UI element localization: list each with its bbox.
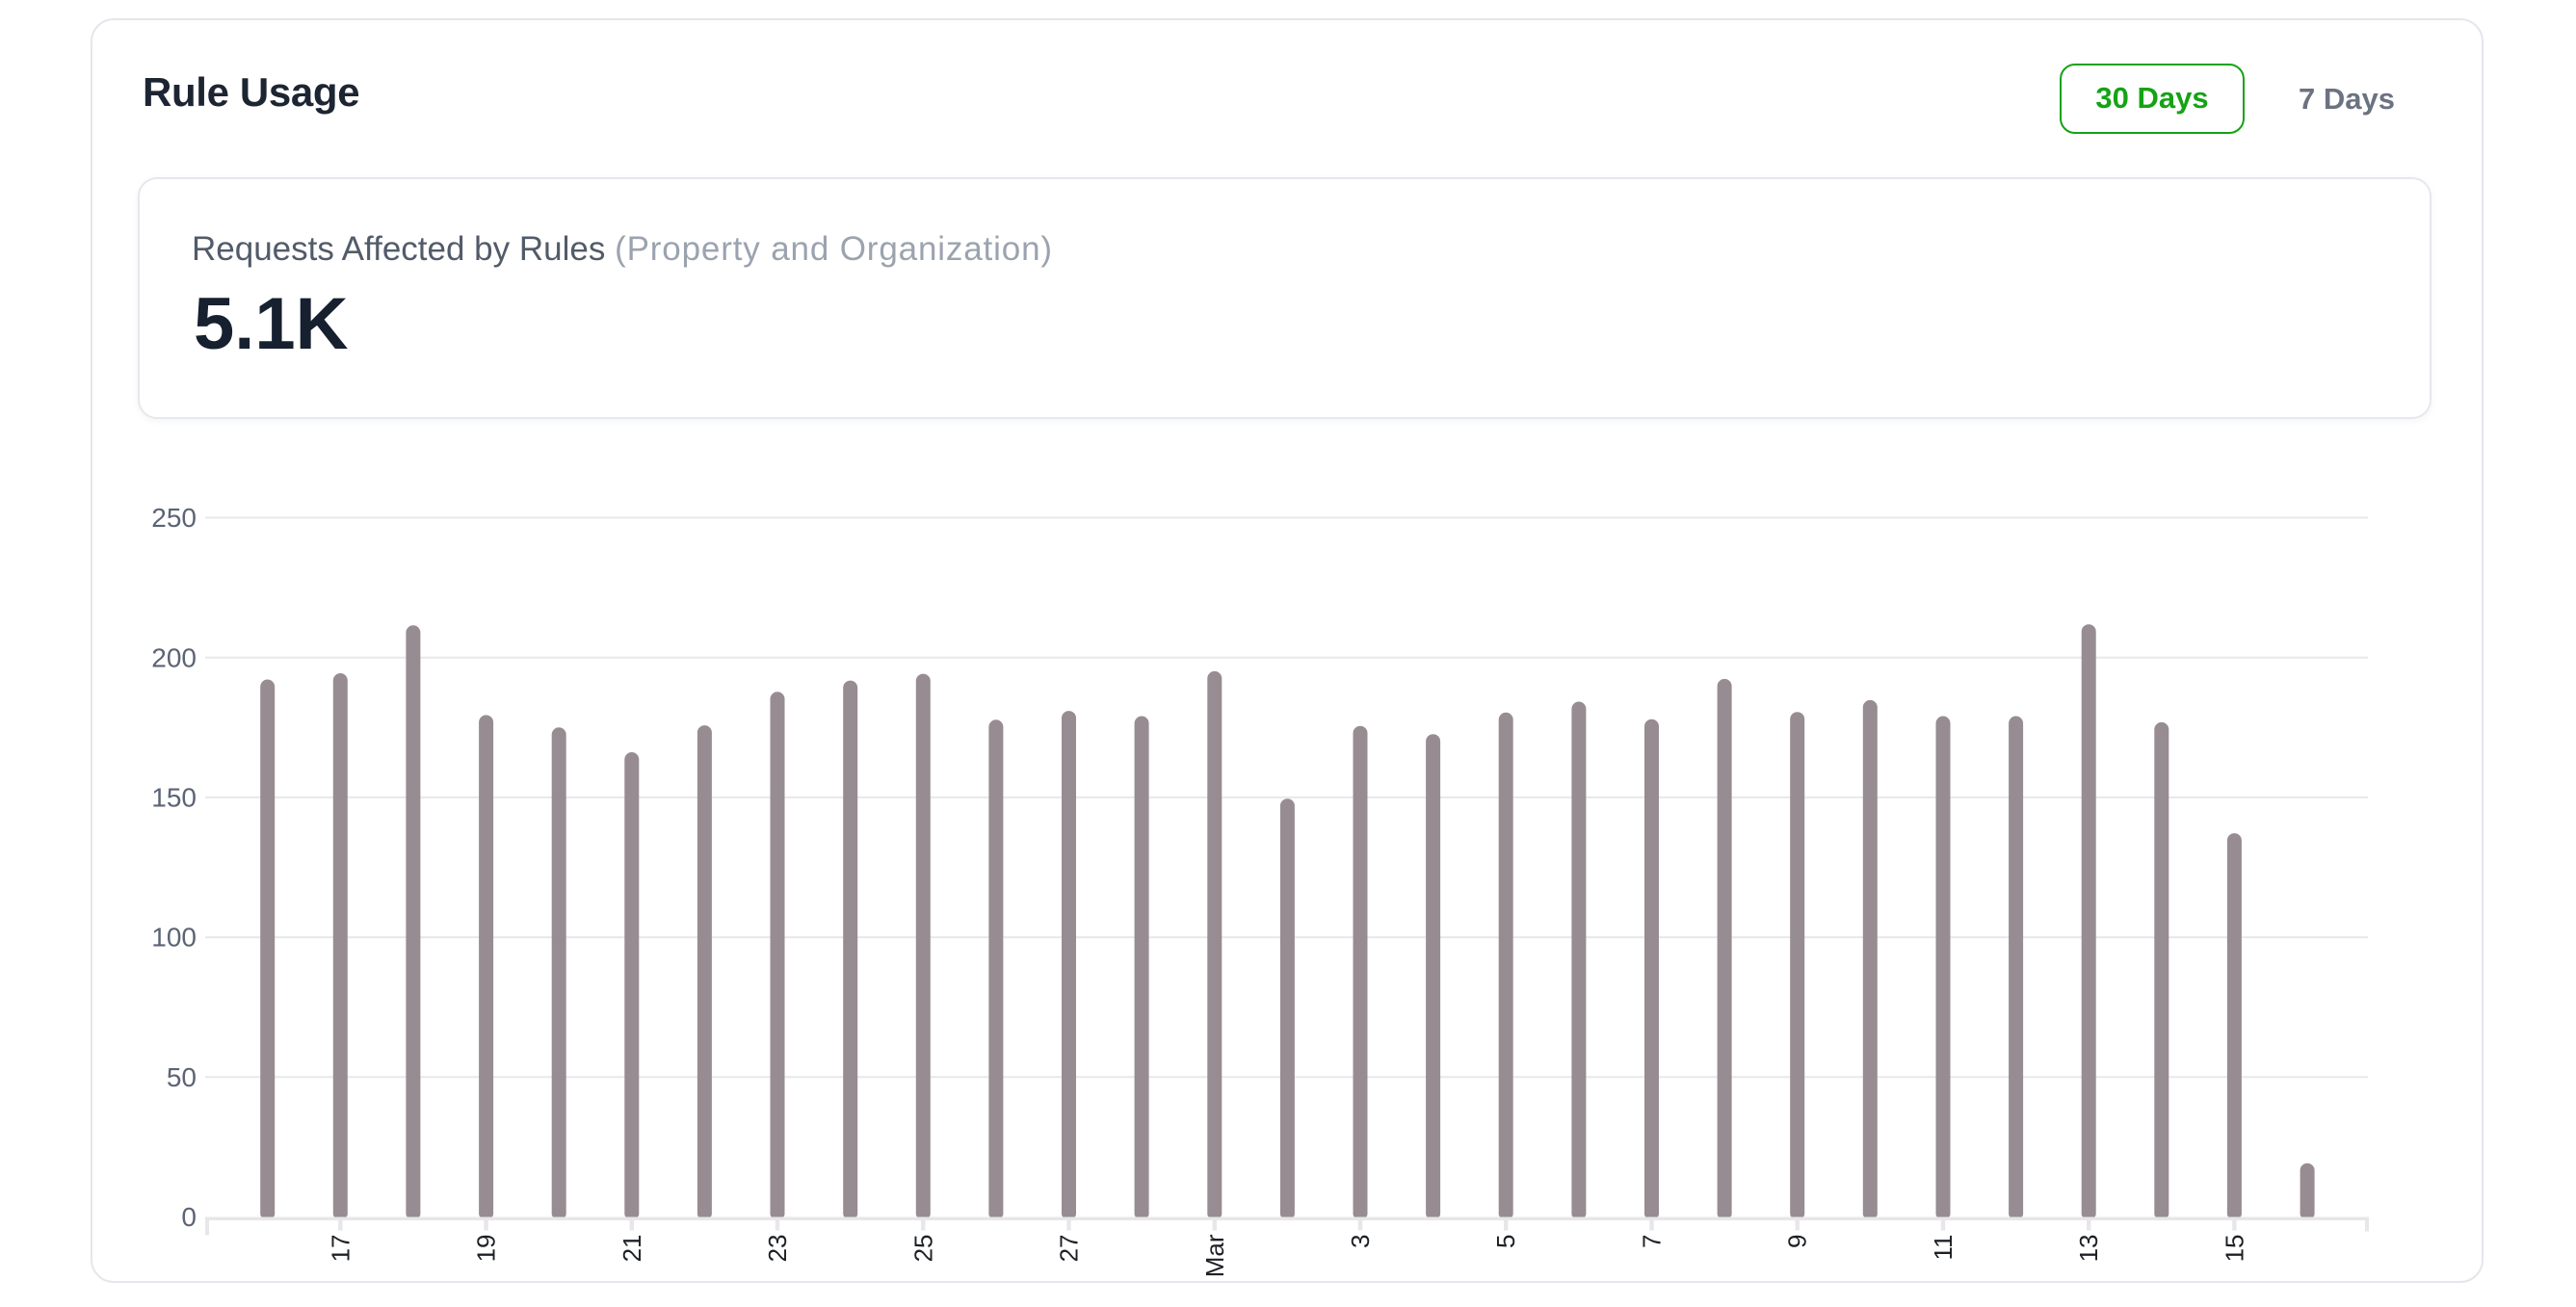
svg-text:11: 11 bbox=[1929, 1235, 1958, 1261]
svg-text:23: 23 bbox=[763, 1235, 792, 1263]
svg-text:21: 21 bbox=[618, 1235, 646, 1263]
svg-text:17: 17 bbox=[326, 1235, 355, 1263]
svg-text:150: 150 bbox=[151, 783, 197, 813]
svg-text:250: 250 bbox=[151, 503, 197, 533]
svg-text:19: 19 bbox=[472, 1235, 501, 1263]
svg-text:25: 25 bbox=[908, 1235, 937, 1263]
svg-text:9: 9 bbox=[1783, 1235, 1812, 1248]
svg-text:15: 15 bbox=[2220, 1235, 2248, 1263]
svg-text:3: 3 bbox=[1346, 1235, 1375, 1248]
svg-text:50: 50 bbox=[167, 1062, 197, 1092]
svg-text:100: 100 bbox=[151, 923, 197, 953]
svg-text:7: 7 bbox=[1638, 1235, 1667, 1248]
svg-text:13: 13 bbox=[2074, 1235, 2103, 1263]
svg-text:0: 0 bbox=[181, 1202, 197, 1232]
svg-text:5: 5 bbox=[1491, 1235, 1520, 1248]
svg-text:Mar: Mar bbox=[1200, 1234, 1229, 1277]
svg-text:27: 27 bbox=[1055, 1235, 1084, 1263]
svg-text:200: 200 bbox=[151, 642, 197, 672]
